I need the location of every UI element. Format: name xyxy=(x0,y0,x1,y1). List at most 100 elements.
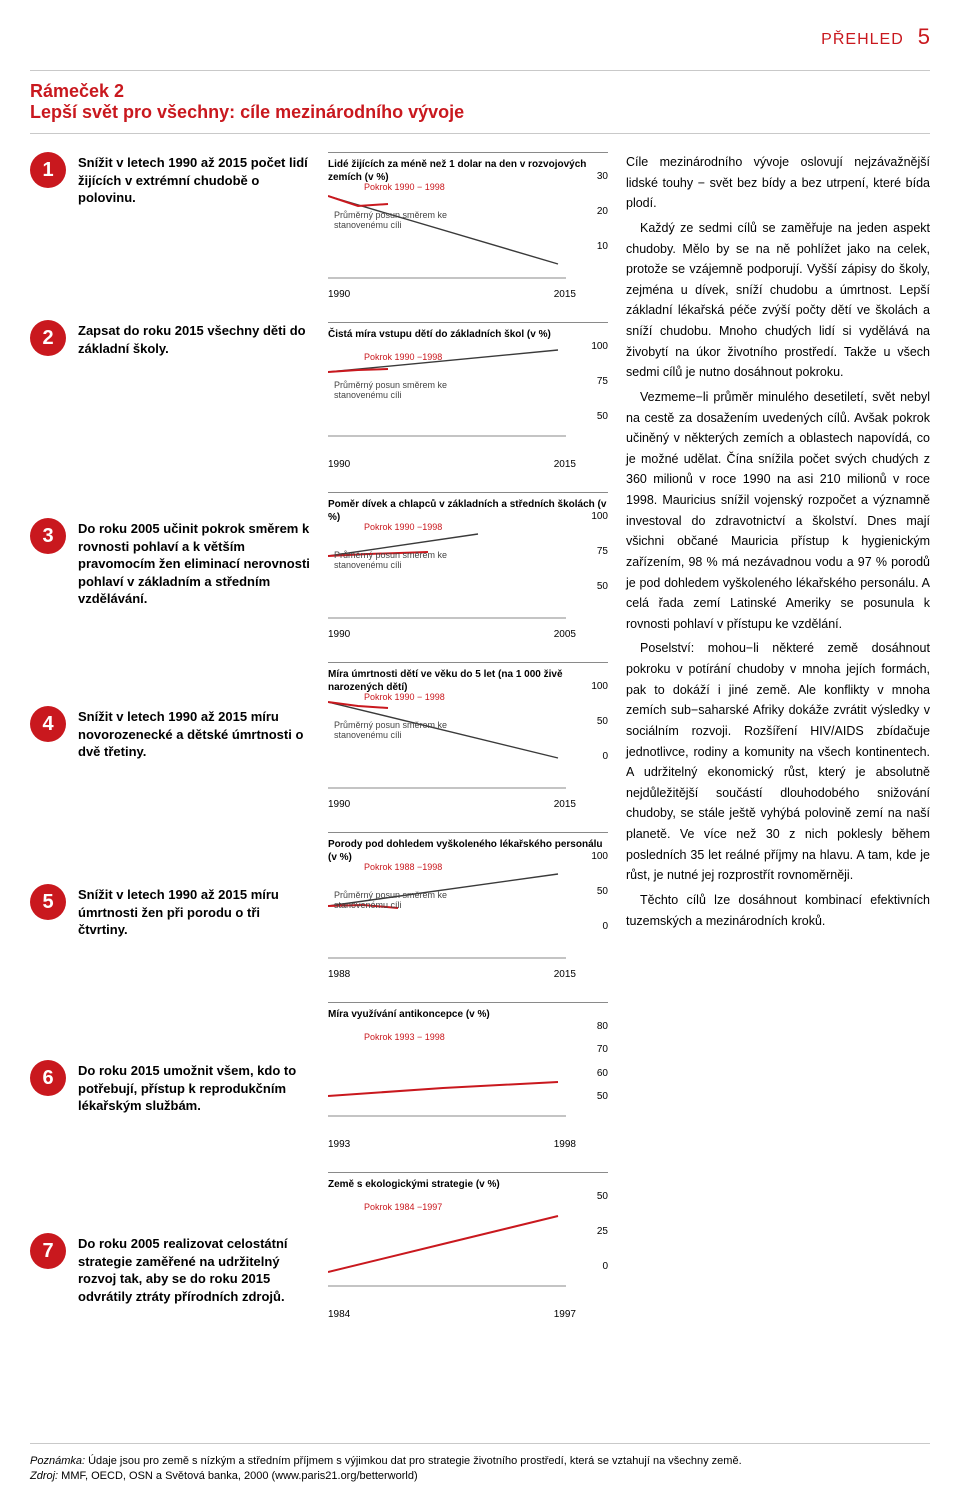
note-label: Poznámka: xyxy=(30,1455,85,1467)
chart-progress-label: Pokrok 1984 −1997 xyxy=(364,1203,442,1213)
source-label: Zdroj: xyxy=(30,1470,58,1482)
chart-title: Lidé žijících za méně než 1 dolar na den… xyxy=(328,159,608,184)
chart-ytick: 100 xyxy=(591,851,608,862)
goal-text: Zapsat do roku 2015 všechny děti do zákl… xyxy=(78,320,310,500)
source-text: MMF, OECD, OSN a Světová banka, 2000 (ww… xyxy=(58,1470,417,1482)
chart-title: Porody pod dohledem vyškoleného lékařské… xyxy=(328,839,608,864)
mini-chart: Míra úmrtnosti dětí ve věku do 5 let (na… xyxy=(328,662,608,810)
chart-x-start: 1990 xyxy=(328,629,350,640)
mini-chart: Porody pod dohledem vyškoleného lékařské… xyxy=(328,832,608,980)
chart-ytick: 100 xyxy=(591,681,608,692)
chart-x-end: 2015 xyxy=(554,459,576,470)
chart-ytick: 50 xyxy=(597,411,608,422)
chart-ytick: 80 xyxy=(597,1021,608,1032)
chart-ytick: 100 xyxy=(591,511,608,522)
goal-item: 7 Do roku 2005 realizovat celostátní stra… xyxy=(30,1233,310,1403)
chart-title: Země s ekologickými strategie (v %) xyxy=(328,1179,608,1192)
body-paragraph: Vezmeme−li průměr minulého desetiletí, s… xyxy=(626,387,930,635)
chart-ytick: 75 xyxy=(597,546,608,557)
chart-title: Míra úmrtnosti dětí ve věku do 5 let (na… xyxy=(328,669,608,694)
chart-title: Čistá míra vstupu dětí do základních ško… xyxy=(328,329,608,342)
chart-ytick: 10 xyxy=(597,241,608,252)
chart-ytick: 75 xyxy=(597,376,608,387)
chart-target-label: Průměrný posun směrem ke stanovenému cíl… xyxy=(334,551,464,571)
chart-ytick: 100 xyxy=(591,341,608,352)
goal-number-badge: 4 xyxy=(30,706,66,742)
box-label: Rámeček 2 xyxy=(30,81,930,102)
chart-progress-label: Pokrok 1990 −1998 xyxy=(364,523,442,533)
body-paragraph: Těchto cílů lze dosáhnout kombinací efek… xyxy=(626,890,930,931)
chart-ytick: 60 xyxy=(597,1068,608,1079)
charts-column: Lidé žijících za méně než 1 dolar na den… xyxy=(328,152,608,1421)
chart-progress-label: Pokrok 1990 −1998 xyxy=(364,353,442,363)
body-paragraph: Cíle mezinárodního vývoje oslovují nejzá… xyxy=(626,152,930,214)
body-paragraph: Poselství: mohou−li některé země dosáhno… xyxy=(626,638,930,886)
chart-x-start: 1984 xyxy=(328,1309,350,1320)
mini-chart: Poměr dívek a chlapců v základních a stř… xyxy=(328,492,608,640)
chart-title: Míra využívání antikoncepce (v %) xyxy=(328,1009,608,1022)
content-layout: 1Snížit v letech 1990 až 2015 počet lidí… xyxy=(30,152,930,1421)
chart-x-end: 2005 xyxy=(554,629,576,640)
chart-x-end: 2015 xyxy=(554,799,576,810)
chart-title: Poměr dívek a chlapců v základních a stř… xyxy=(328,499,608,524)
goal-item: 4Snížit v letech 1990 až 2015 míru novor… xyxy=(30,706,310,866)
goal-number-badge: 2 xyxy=(30,320,66,356)
chart-x-start: 1990 xyxy=(328,459,350,470)
page-number: 5 xyxy=(918,24,930,50)
chart-ytick: 50 xyxy=(597,886,608,897)
chart-x-end: 1997 xyxy=(554,1309,576,1320)
chart-x-start: 1988 xyxy=(328,969,350,980)
body-paragraph: Každý ze sedmi cílů se zaměřuje na jeden… xyxy=(626,218,930,383)
note-text: Údaje jsou pro země s nízkým a středním … xyxy=(85,1455,742,1467)
footer-notes: Poznámka: Údaje jsou pro země s nízkým a… xyxy=(30,1443,930,1485)
goal-item: 6 Do roku 2015 umožnit všem, kdo to potře… xyxy=(30,1060,310,1215)
chart-ytick: 50 xyxy=(597,1191,608,1202)
chart-progress-label: Pokrok 1993 − 1998 xyxy=(364,1033,445,1043)
mini-chart: Míra využívání antikoncepce (v %)80 70 60 5… xyxy=(328,1002,608,1150)
chart-ytick: 25 xyxy=(597,1226,608,1237)
page-header: PŘEHLED 5 xyxy=(30,24,930,50)
chart-ytick: 50 xyxy=(597,1091,608,1102)
goal-number-badge: 7 xyxy=(30,1233,66,1269)
goal-number-badge: 5 xyxy=(30,884,66,920)
chart-progress-label: Pokrok 1988 −1998 xyxy=(364,863,442,873)
goal-number-badge: 6 xyxy=(30,1060,66,1096)
chart-x-start: 1990 xyxy=(328,289,350,300)
chart-ytick: 50 xyxy=(597,716,608,727)
goal-item: 2 Zapsat do roku 2015 všechny děti do zák… xyxy=(30,320,310,500)
chart-x-start: 1993 xyxy=(328,1139,350,1150)
goal-item: 5 Snížit v letech 1990 až 2015 míru úmrtn… xyxy=(30,884,310,1042)
chart-svg xyxy=(328,186,576,282)
chart-ytick: 50 xyxy=(597,581,608,592)
chart-target-label: Průměrný posun směrem ke stanovenému cíl… xyxy=(334,891,464,911)
chart-progress-label: Pokrok 1990 − 1998 xyxy=(364,183,445,193)
chart-x-start: 1990 xyxy=(328,799,350,810)
footnote: Poznámka: Údaje jsou pro země s nízkým a… xyxy=(30,1454,930,1469)
chart-progress-label: Pokrok 1990 − 1998 xyxy=(364,693,445,703)
goal-item: 1Snížit v letech 1990 až 2015 počet lidí… xyxy=(30,152,310,302)
chart-ytick: 0 xyxy=(602,921,608,932)
section-title: PŘEHLED xyxy=(821,31,904,49)
goal-text: Do roku 2015 umožnit všem, kdo to potřeb… xyxy=(78,1060,310,1215)
mini-chart: Čistá míra vstupu dětí do základních ško… xyxy=(328,322,608,470)
goal-number-badge: 3 xyxy=(30,518,66,554)
box-title-bar: Rámeček 2 Lepší svět pro všechny: cíle m… xyxy=(30,70,930,134)
chart-svg xyxy=(328,866,576,962)
chart-svg xyxy=(328,696,576,792)
chart-x-end: 2015 xyxy=(554,969,576,980)
chart-ytick: 30 xyxy=(597,171,608,182)
chart-target-label: Průměrný posun směrem ke stanovenému cíl… xyxy=(334,211,464,231)
goal-text: Do roku 2005 realizovat celostátní strat… xyxy=(78,1233,310,1403)
goals-column: 1Snížit v letech 1990 až 2015 počet lidí… xyxy=(30,152,310,1421)
chart-x-end: 2015 xyxy=(554,289,576,300)
goal-number-badge: 1 xyxy=(30,152,66,188)
goal-text: Snížit v letech 1990 až 2015 míru úmrtno… xyxy=(78,884,310,1042)
chart-ytick: 70 xyxy=(597,1044,608,1055)
chart-ytick: 0 xyxy=(602,751,608,762)
chart-svg xyxy=(328,526,576,622)
chart-ytick: 0 xyxy=(602,1261,608,1272)
goal-item: 3Do roku 2005 učinit pokrok směrem k rov… xyxy=(30,518,310,688)
chart-target-label: Průměrný posun směrem ke stanovenému cíl… xyxy=(334,721,464,741)
chart-x-end: 1998 xyxy=(554,1139,576,1150)
body-text-column: Cíle mezinárodního vývoje oslovují nejzá… xyxy=(626,152,930,1421)
